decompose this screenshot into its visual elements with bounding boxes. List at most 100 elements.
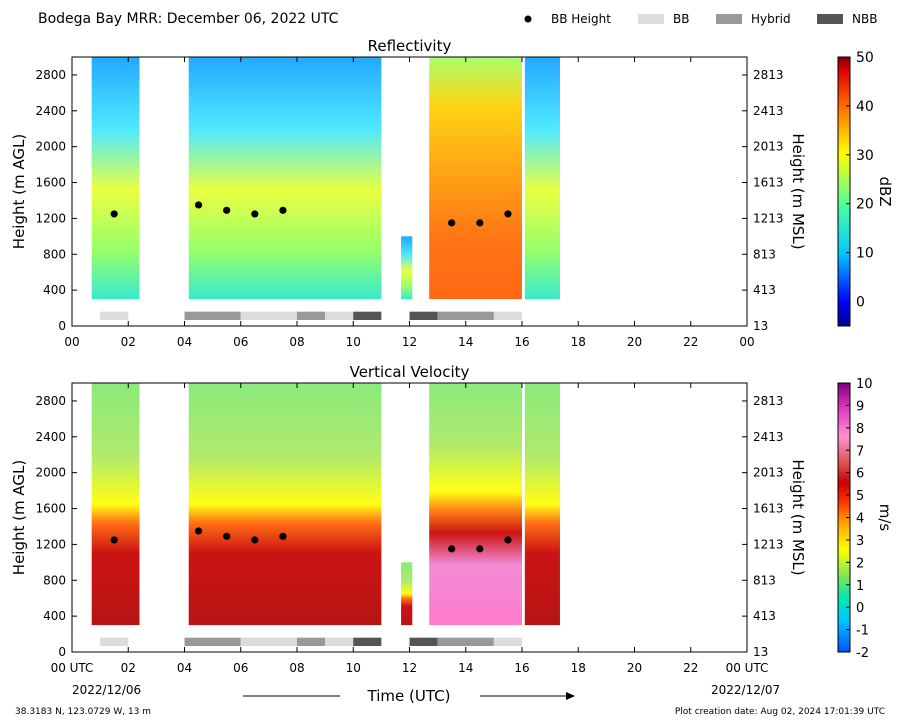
x-tick-label: 22 [683,335,698,349]
y2-tick-label: 1613 [753,502,784,516]
x-tick-label: 12 [402,661,417,675]
rain-type-bar-bb [325,311,354,320]
y-tick-label: 2000 [35,140,66,154]
bb-height-point [251,210,259,218]
rain-type-bar-bb [240,637,297,646]
x-tick-label: 04 [177,661,192,675]
x-tick-label: 20 [627,661,642,675]
bb-height-point [279,532,287,540]
colorbar-tick-label: 20 [856,197,874,213]
legend-swatch-nbb [817,14,843,24]
colorbar-tick-label: 0 [856,295,865,311]
x-tick-label: 14 [458,335,473,349]
colorbar-tick-label: 10 [856,377,873,392]
colorbar-tick-label: 1 [856,579,864,594]
data-episode [524,383,560,626]
colorbar-tick-label: 50 [856,50,874,66]
x-tick-label: 06 [233,335,248,349]
colorbar-tick-label: 8 [856,422,864,437]
data-episode [429,57,522,300]
y-tick-label: 2000 [35,466,66,480]
x-tick-label: 14 [458,661,473,675]
bb-height-point [110,210,118,218]
bb-height-point [476,219,484,227]
bb-height-point [448,219,456,227]
y2-tick-label: 13 [753,319,768,333]
colorbar-tick-label: 7 [856,444,864,459]
x-tick-label: 00 [739,335,754,349]
y-tick-label: 800 [43,247,66,261]
rain-type-bar-bb [240,311,297,320]
page-title: Bodega Bay MRR: December 06, 2022 UTC [38,11,339,27]
bb-height-point [476,545,484,553]
x-tick-label: 00 [64,335,79,349]
data-episode [91,383,140,626]
bb-height-point [448,545,456,553]
x-tick-label: 10 [346,335,361,349]
y-tick-label: 400 [43,609,66,623]
legend-swatch-bb [638,14,664,24]
y-tick-label: 1600 [35,176,66,190]
y2-tick-label: 2413 [753,104,784,118]
bb-height-point [504,536,512,544]
colorbar-tick-label: 0 [856,601,864,616]
y2-tick-label: 2413 [753,430,784,444]
time-axis-label: Time (UTC) [367,687,451,705]
panel-title: Vertical Velocity [350,363,470,381]
y-tick-label: 2400 [35,430,66,444]
x-tick-label: 18 [571,335,586,349]
colorbar-tick-label: 10 [856,246,874,262]
x-tick-label: 16 [514,661,529,675]
y-tick-label: 1200 [35,211,66,225]
y2-tick-label: 1213 [753,537,784,551]
colorbar-tick-label: -1 [856,624,869,639]
y2-tick-label: 813 [753,573,776,587]
panel-title: Reflectivity [368,37,452,55]
colorbar-label: m/s [876,504,894,532]
bb-height-point [223,532,231,540]
data-episode [401,562,413,626]
y2-tick-label: 2013 [753,466,784,480]
y-tick-label: 2400 [35,104,66,118]
bb-height-point [194,201,203,209]
colorbar-tick-label: 5 [856,489,864,504]
x-tick-label: 12 [402,335,417,349]
colorbar-tick-label: 6 [856,467,864,482]
creation-date: Plot creation date: Aug 02, 2024 17:01:3… [675,707,885,717]
y2-tick-label: 813 [753,247,776,261]
colorbar-tick-label: 30 [856,148,874,164]
legend-label: NBB [852,12,877,26]
bb-height-point [110,536,118,544]
x-tick-label: 06 [233,661,248,675]
y-tick-label: 1600 [35,502,66,516]
y2-tick-label: 1613 [753,176,784,190]
legend-label: Hybrid [751,12,791,26]
x-tick-label: 10 [346,661,361,675]
y2-axis-label: Height (m MSL) [789,133,807,249]
rain-type-bar-nbb [409,311,438,320]
x-tick-label: 08 [289,335,304,349]
x-tick-label: 04 [177,335,192,349]
rain-type-bar-hybrid [297,311,326,320]
x-tick-label: 20 [627,335,642,349]
rain-type-bar-hybrid [184,637,241,646]
time-arrow-head [566,692,575,700]
y2-tick-label: 13 [753,645,768,659]
colorbar [837,56,851,327]
rain-type-bar-nbb [353,637,382,646]
rain-type-bar-hybrid [297,637,326,646]
rain-type-bar-bb [100,311,129,320]
x-tick-label: 02 [121,661,136,675]
x-tick-label: 08 [289,661,304,675]
data-episode [188,383,382,626]
x-tick-label: 22 [683,661,698,675]
bb-height-point [223,206,231,214]
colorbar-tick-label: 4 [856,512,864,527]
end-date: 2022/12/07 [711,683,780,697]
location-text: 38.3183 N, 123.0729 W, 13 m [15,707,151,717]
y2-tick-label: 1213 [753,211,784,225]
bb-height-point [279,206,287,214]
y-tick-label: 2800 [35,394,66,408]
y-tick-label: 1200 [35,537,66,551]
rain-type-bar-hybrid [437,311,494,320]
